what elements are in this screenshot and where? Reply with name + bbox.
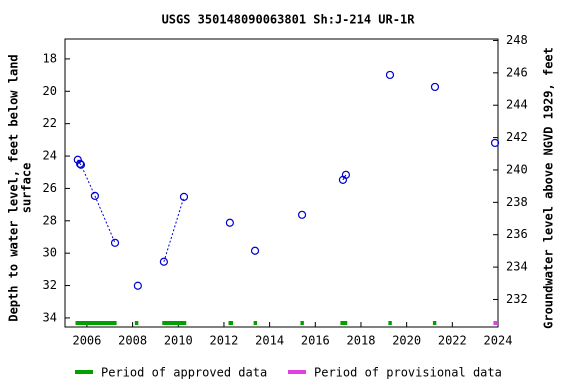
- x-tick-label: 2020: [392, 334, 421, 348]
- data-point: [76, 160, 86, 169]
- period-bar: [340, 321, 348, 325]
- x-tick-label: 2014: [255, 334, 284, 348]
- y-axis-label: surface: [20, 163, 34, 214]
- data-point: [179, 192, 189, 201]
- y2-tick-label: 246: [506, 65, 528, 79]
- legend-swatch: [75, 370, 93, 374]
- data-point: [159, 257, 168, 266]
- period-bar: [300, 321, 304, 325]
- data-point: [75, 159, 85, 168]
- period-bar: [75, 321, 117, 325]
- period-bar: [134, 321, 139, 325]
- data-point: [110, 238, 120, 247]
- data-point: [297, 210, 307, 219]
- y2-tick-label: 236: [506, 227, 528, 241]
- y2-tick-label: 234: [506, 260, 528, 274]
- x-tick-label: 2006: [72, 334, 101, 348]
- data-point: [133, 281, 142, 290]
- y2-tick-label: 248: [506, 33, 528, 47]
- period-bar: [162, 321, 187, 325]
- x-tick-label: 2024: [484, 334, 513, 348]
- legend-swatch: [288, 370, 306, 374]
- x-tick-label: 2008: [118, 334, 147, 348]
- x-tick-label: 2022: [438, 334, 467, 348]
- y2-tick-label: 240: [506, 162, 528, 176]
- data-point: [490, 138, 500, 148]
- legend-label: Period of approved data: [101, 366, 267, 380]
- x-tick-label: 2012: [209, 334, 238, 348]
- data-point: [430, 82, 440, 92]
- data-line: [163, 196, 185, 262]
- data-point: [90, 191, 100, 200]
- data-point: [250, 246, 260, 255]
- y-tick-label: 24: [43, 149, 57, 163]
- y-axis-label: Depth to water level, feet below land: [7, 54, 21, 321]
- y2-tick-label: 232: [506, 292, 528, 306]
- period-bar: [388, 321, 392, 325]
- legend-label: Period of provisional data: [314, 366, 502, 380]
- y-tick-label: 18: [43, 51, 57, 65]
- x-tick-label: 2018: [347, 334, 376, 348]
- data-line: [342, 174, 347, 181]
- y-tick-label: 22: [43, 116, 57, 130]
- period-bar: [228, 321, 234, 325]
- data-line: [77, 159, 116, 244]
- y-tick-label: 28: [43, 213, 57, 227]
- plot-frame: [64, 38, 499, 328]
- period-bar: [432, 321, 437, 325]
- data-point: [385, 70, 395, 80]
- y2-axis-label: Groundwater level above NGVD 1929, feet: [542, 47, 556, 329]
- y2-tick-label: 238: [506, 195, 528, 209]
- y-tick-label: 32: [43, 278, 57, 292]
- y-tick-label: 26: [43, 181, 57, 195]
- period-bar: [493, 321, 498, 325]
- y2-tick-label: 244: [506, 98, 528, 112]
- y2-tick-label: 242: [506, 130, 528, 144]
- y-tick-label: 34: [43, 310, 57, 324]
- chart-title: USGS 350148090063801 Sh:J-214 UR-1R: [162, 13, 416, 27]
- data-point: [341, 170, 351, 179]
- y-tick-label: 20: [43, 84, 57, 98]
- period-bar: [253, 321, 258, 325]
- x-tick-label: 2010: [164, 334, 193, 348]
- y-tick-label: 30: [43, 246, 57, 260]
- x-tick-label: 2016: [301, 334, 330, 348]
- data-point: [225, 218, 234, 227]
